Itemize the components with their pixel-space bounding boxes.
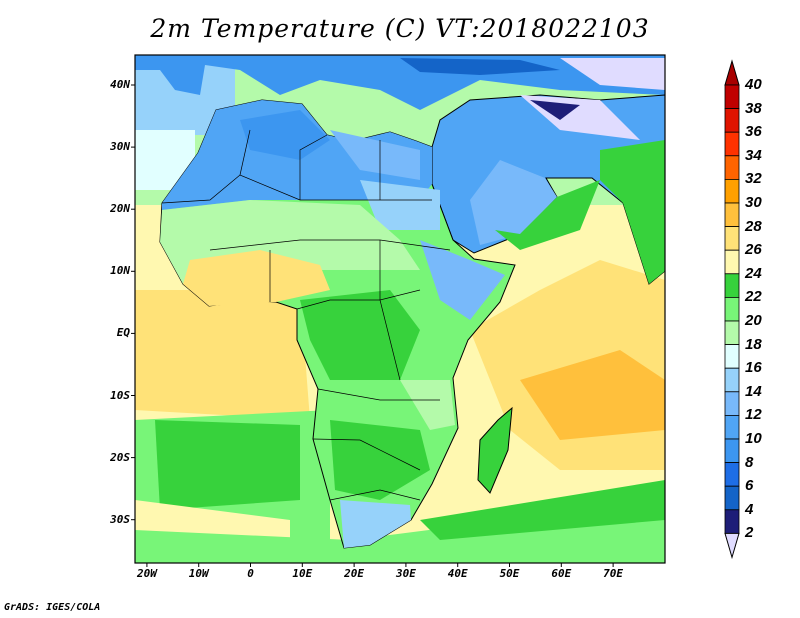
- colorbar-label: 30: [745, 194, 762, 211]
- x-axis-label: 10E: [292, 567, 313, 580]
- colorbar-label: 4: [745, 500, 754, 518]
- colorbar-swatch: [724, 155, 740, 180]
- y-axis-label: 10S: [110, 388, 130, 402]
- colorbar-swatch: [724, 84, 740, 110]
- y-axis-label: 20S: [110, 450, 130, 464]
- temperature-field: [135, 55, 665, 563]
- colorbar-label: 24: [745, 264, 762, 282]
- colorbar-max-arrow: [724, 59, 740, 86]
- colorbar-label: 16: [745, 359, 762, 377]
- colorbar-label: 2: [745, 524, 754, 542]
- colorbar-label: 18: [745, 335, 762, 353]
- x-axis-label: 50E: [499, 567, 520, 580]
- x-axis-label: 20W: [136, 567, 157, 580]
- map-frame: [134, 54, 666, 564]
- colorbar-swatch: [724, 296, 740, 322]
- x-axis-label: 70E: [603, 567, 624, 580]
- colorbar-label: 8: [745, 453, 754, 471]
- colorbar-swatch: [724, 320, 740, 346]
- colorbar-swatch: [724, 438, 740, 464]
- footer-credit: GrADS: IGES/COLA: [4, 602, 101, 613]
- colorbar: [724, 59, 740, 560]
- colorbar-swatch: [724, 108, 740, 133]
- colorbar-label: 10: [745, 430, 762, 447]
- colorbar-swatch: [724, 462, 740, 487]
- colorbar-swatch: [724, 414, 740, 440]
- colorbar-label: 32: [745, 170, 762, 188]
- x-axis-label: 30E: [395, 567, 416, 580]
- plot-title: 2m Temperature (C) VT:2018022103: [150, 14, 650, 43]
- colorbar-swatch: [724, 344, 740, 369]
- madagascar: [477, 406, 513, 494]
- colorbar-label: 28: [745, 217, 762, 235]
- colorbar-label: 36: [745, 123, 762, 141]
- colorbar-swatch: [724, 273, 740, 298]
- colorbar-label: 6: [745, 477, 754, 495]
- colorbar-min-arrow: [724, 532, 740, 560]
- colorbar-label: 38: [745, 99, 762, 117]
- colorbar-label: 12: [745, 406, 762, 424]
- y-axis-label: 40N: [110, 78, 130, 91]
- colorbar-label: 40: [745, 76, 762, 93]
- colorbar-swatch: [724, 485, 740, 511]
- colorbar-swatch: [724, 249, 740, 275]
- colorbar-label: 20: [745, 312, 762, 329]
- colorbar-swatch: [724, 367, 740, 393]
- colorbar-label: 22: [745, 288, 762, 306]
- y-axis-label: EQ: [116, 326, 130, 340]
- colorbar-swatch: [724, 509, 740, 534]
- y-axis-label: 10N: [110, 264, 130, 278]
- x-axis-label: 10W: [188, 567, 209, 580]
- x-axis-label: 0: [247, 567, 254, 580]
- colorbar-swatch: [724, 178, 740, 204]
- colorbar-swatch: [724, 131, 740, 157]
- y-axis-label: 20N: [110, 202, 130, 216]
- colorbar-label: 14: [745, 382, 762, 400]
- x-axis-label: 60E: [551, 567, 572, 580]
- country-borders: [161, 129, 451, 501]
- y-axis-label: 30N: [110, 140, 130, 154]
- colorbar-label: 26: [745, 241, 762, 259]
- colorbar-swatch: [724, 226, 740, 251]
- x-axis-label: 20E: [344, 567, 365, 580]
- x-axis-label: 40E: [447, 567, 468, 580]
- colorbar-label: 34: [745, 146, 762, 164]
- colorbar-swatch: [724, 202, 740, 228]
- y-axis-label: 30S: [110, 512, 130, 526]
- colorbar-swatch: [724, 391, 740, 416]
